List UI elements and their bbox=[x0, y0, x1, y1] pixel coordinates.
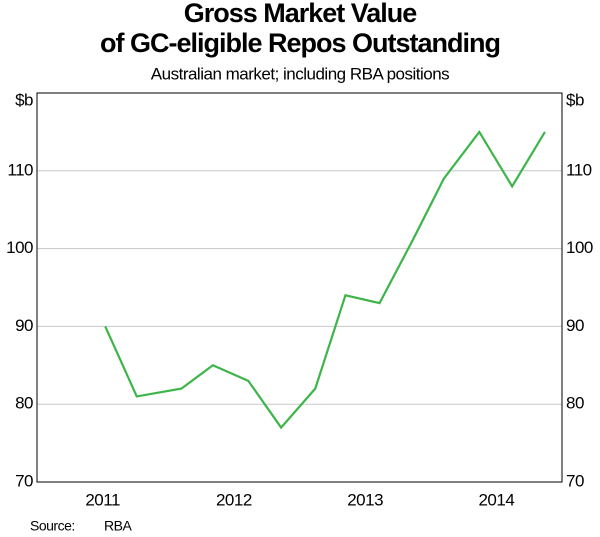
plot-frame bbox=[36, 92, 563, 483]
x-tick-label: 2014 bbox=[478, 490, 514, 509]
x-tick-label: 2011 bbox=[85, 490, 120, 509]
y-tick-label: 80 bbox=[15, 394, 33, 413]
chart-title: Gross Market Value bbox=[184, 0, 418, 28]
y-tick-label: 90 bbox=[15, 316, 33, 335]
y-tick-label: 70 bbox=[15, 471, 33, 490]
y2-tick-label: 70 bbox=[566, 471, 584, 490]
y-tick-label: 100 bbox=[6, 238, 33, 257]
chart-subtitle: Australian market; including RBA positio… bbox=[151, 64, 449, 83]
y2-tick-label: 100 bbox=[566, 238, 593, 257]
y2-tick-label: 110 bbox=[566, 160, 592, 179]
line-series bbox=[104, 129, 546, 430]
x-tick-label: 2013 bbox=[347, 490, 383, 509]
y-tick-label: 110 bbox=[7, 160, 33, 179]
source: RBA bbox=[104, 518, 132, 534]
x-tick-label: 2012 bbox=[216, 490, 252, 509]
y2-tick-label: 80 bbox=[566, 394, 584, 413]
chart-title: of GC-eligible Repos Outstanding bbox=[100, 28, 500, 58]
y2-unit: $b bbox=[566, 90, 584, 109]
source-label: Source: bbox=[30, 518, 75, 534]
y-unit: $b bbox=[15, 90, 33, 109]
y2-tick-label: 90 bbox=[566, 316, 584, 335]
